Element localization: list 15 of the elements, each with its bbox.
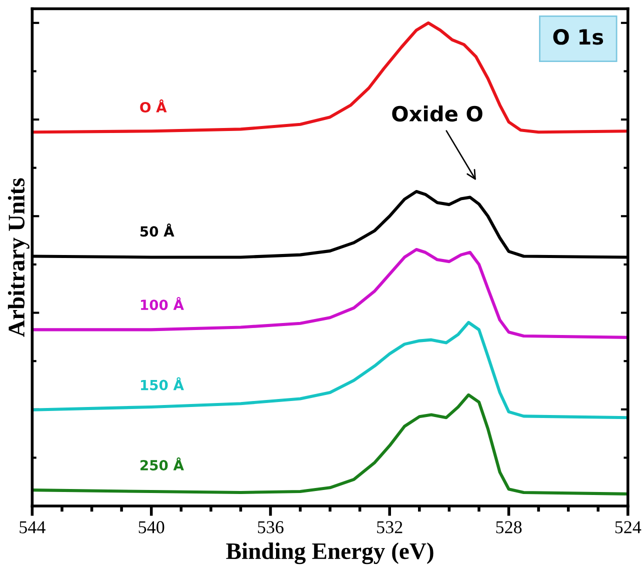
x-axis-title: Binding Energy (eV): [226, 542, 434, 564]
x-tick-label: 536: [258, 521, 284, 534]
series-label: 150 Å: [140, 377, 184, 390]
series-label: 50 Å: [140, 224, 174, 237]
series-label: 100 Å: [140, 296, 184, 310]
x-tick-label: 540: [138, 521, 164, 534]
annotation: O 1s: [553, 29, 604, 45]
x-tick-label: 544: [20, 521, 46, 534]
series-label: O Å: [140, 99, 167, 112]
x-tick-label: 532: [377, 521, 402, 534]
x-tick-label: 524: [615, 521, 642, 534]
annotation: Oxide O: [392, 105, 482, 122]
x-tick-label: 528: [496, 521, 522, 534]
y-axis-title: Arbitrary Units: [8, 178, 30, 337]
series-label: 250 Å: [140, 457, 184, 470]
